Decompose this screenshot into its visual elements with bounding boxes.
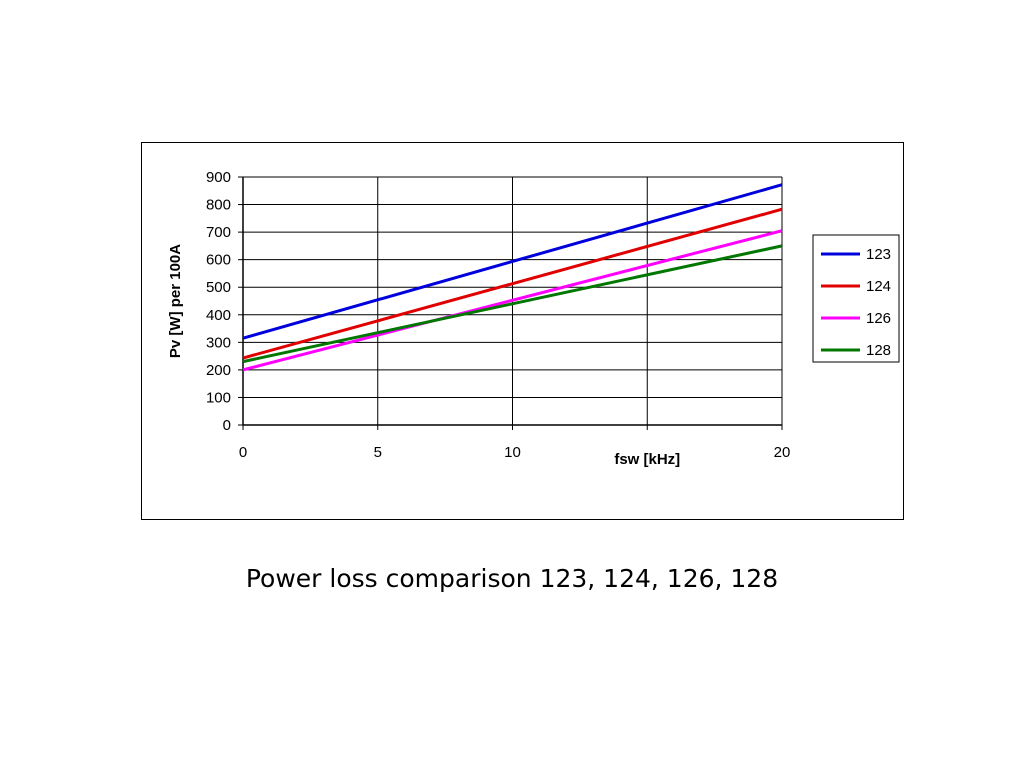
y-tick-label: 400 [206, 307, 231, 324]
series-line-128 [242, 244, 783, 364]
y-tick-label: 800 [206, 197, 231, 214]
x-tick-label: 0 [239, 444, 247, 461]
axes [238, 176, 783, 430]
y-tick-label: 200 [206, 362, 231, 379]
slide-caption: Power loss comparison 123, 124, 126, 128 [245, 564, 779, 593]
chart-frame: 0 100 200 300 400 500 600 700 800 900 0 5 10 20 fsw [… [141, 142, 904, 520]
legend-label-128: 128 [866, 342, 891, 359]
series-line-124 [242, 207, 783, 360]
x-tick-label: 10 [504, 444, 521, 461]
line-chart: 0 100 200 300 400 500 600 700 800 900 0 5 10 20 fsw [… [167, 169, 900, 468]
y-tick-label: 700 [206, 224, 231, 241]
x-tick-label: 20 [774, 444, 791, 461]
y-tick-label: 300 [206, 334, 231, 351]
legend: 123 124 126 128 [812, 234, 900, 363]
legend-label-126: 126 [866, 310, 891, 327]
y-tick-label: 500 [206, 279, 231, 296]
legend-label-124: 124 [866, 278, 891, 295]
series-line-126 [242, 229, 783, 372]
legend-box [812, 234, 900, 363]
series-line-123 [242, 183, 783, 340]
tick-labels: 0 100 200 300 400 500 600 700 800 900 0 5 10 20 [206, 169, 790, 461]
y-tick-label: 0 [223, 417, 231, 434]
series-lines [242, 183, 783, 372]
y-tick-label: 600 [206, 252, 231, 269]
x-tick-label: 5 [374, 444, 382, 461]
y-tick-label: 100 [206, 389, 231, 406]
x-axis-title: fsw [kHz] [614, 451, 680, 468]
y-tick-label: 900 [206, 169, 231, 186]
y-axis-title: Pv [W] per 100A [167, 244, 184, 358]
legend-label-123: 123 [866, 246, 891, 263]
